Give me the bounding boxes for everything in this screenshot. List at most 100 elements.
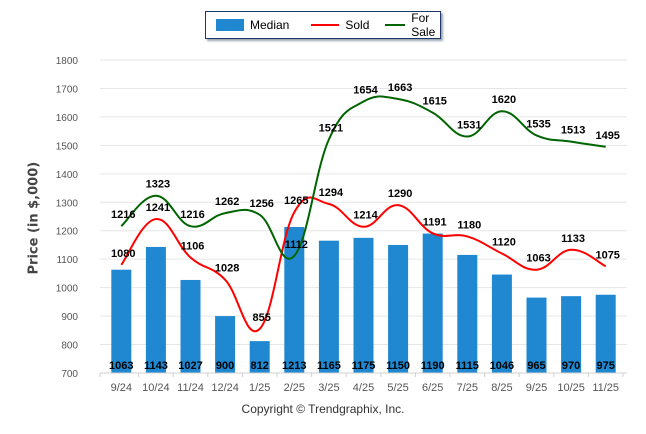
median-bar [422, 233, 443, 373]
for-sale-data-label: 1615 [422, 96, 446, 108]
sold-data-label: 1120 [492, 236, 516, 248]
for-sale-line [120, 95, 606, 260]
for-sale-data-label: 1216 [111, 209, 135, 221]
x-axis: 9/24 10/24 11/24 12/24 1/25 2/25 3/25 4/25 5/25 6… [99, 372, 627, 394]
for-sale-data-label: 1654 [353, 85, 378, 97]
median-bar [249, 341, 270, 373]
data-labels: 1063 1143 1027 900 812 1213 1165 1175 1150 1190 11… [109, 82, 620, 372]
sold-data-label: 1214 [353, 210, 378, 222]
median-bar [145, 246, 166, 373]
for-sale-data-label: 1323 [146, 179, 170, 191]
x-tick-label: 7/25 [457, 382, 478, 394]
median-bar [526, 297, 547, 373]
for-sale-data-label: 1620 [492, 94, 516, 106]
median-swatch [216, 19, 244, 31]
y-tick-label: 900 [61, 312, 78, 323]
y-tick-label: 800 [61, 341, 78, 352]
median-bar [111, 269, 132, 373]
x-tick-label: 8/25 [491, 382, 512, 394]
sold-data-label: 1294 [319, 187, 344, 199]
median-bar-label: 1143 [144, 360, 168, 372]
for-sale-data-label: 1216 [180, 209, 204, 221]
x-tick-label: 4/25 [353, 382, 374, 394]
x-tick-label: 9/24 [111, 382, 132, 394]
y-tick-label: 1500 [56, 141, 79, 152]
median-bar-label: 1190 [421, 360, 445, 372]
legend-item-sold: Sold [311, 18, 369, 32]
median-bar-label: 1046 [490, 360, 514, 372]
median-bar [353, 237, 374, 373]
sold-data-label: 1075 [595, 249, 619, 261]
x-tick-label: 6/25 [422, 382, 443, 394]
for-sale-data-label: 1495 [595, 130, 619, 142]
median-bar [457, 254, 478, 373]
sold-data-label: 855 [253, 312, 271, 324]
sold-data-label: 1191 [423, 216, 447, 228]
sold-data-label: 1265 [284, 195, 308, 207]
x-tick-label: 2/25 [284, 382, 305, 394]
median-bar-label: 1175 [352, 360, 376, 372]
y-tick-label: 1700 [56, 84, 79, 95]
legend-label-for-sale: For Sale [411, 11, 436, 39]
y-axis-label: Price (in $,000) [26, 161, 42, 275]
for-sale-data-label: 1663 [388, 82, 412, 94]
median-bar-label: 970 [562, 360, 580, 372]
sold-data-label: 1106 [181, 240, 205, 252]
y-tick-label: 700 [61, 369, 78, 380]
median-bar [491, 274, 512, 373]
x-tick-label: 11/24 [177, 382, 204, 394]
copyright-text: Copyright © Trendgraphix, Inc. [241, 402, 405, 416]
median-bar [215, 316, 236, 373]
x-tick-label: 5/25 [387, 382, 408, 394]
for-sale-data-label: 1521 [319, 122, 343, 134]
y-tick-label: 1600 [56, 113, 79, 124]
legend-label-median: Median [250, 18, 290, 32]
y-tick-label: 1000 [56, 284, 79, 295]
sold-data-label: 1028 [215, 263, 239, 275]
median-bar-label: 1150 [386, 360, 410, 372]
median-bar [318, 240, 339, 373]
x-tick-label: 11/25 [592, 382, 619, 394]
legend-item-for-sale: For Sale [385, 11, 443, 39]
for-sale-data-label: 1112 [285, 239, 308, 251]
median-bar [561, 296, 582, 373]
for-sale-data-label: 1531 [457, 120, 481, 132]
median-bar-label: 812 [251, 360, 269, 372]
median-bar-label: 1063 [109, 360, 133, 372]
sold-data-label: 1063 [526, 253, 550, 265]
median-bar-label: 1165 [317, 360, 341, 372]
sold-data-label: 1290 [388, 188, 412, 200]
median-bar [388, 244, 409, 373]
median-bar-label: 975 [597, 360, 615, 372]
sold-line [120, 196, 607, 333]
legend-item-median: Median [216, 18, 289, 32]
x-tick-label: 9/25 [526, 382, 547, 394]
legend-label-sold: Sold [345, 18, 370, 32]
y-tick-label: 1300 [56, 198, 79, 209]
series-lines [120, 95, 607, 333]
median-bar-label: 900 [216, 360, 234, 372]
for-sale-data-label: 1513 [561, 125, 585, 137]
sold-data-label: 1133 [561, 233, 585, 245]
x-tick-label: 12/24 [211, 382, 239, 394]
for-sale-data-label: 1256 [249, 198, 273, 210]
median-bar [595, 294, 616, 373]
for-sale-swatch [385, 24, 406, 26]
for-sale-data-label: 1535 [526, 118, 550, 130]
y-tick-label: 1100 [56, 255, 78, 266]
x-tick-label: 1/25 [249, 382, 270, 394]
x-tick-label: 10/24 [142, 382, 170, 394]
median-bar-label: 1115 [456, 360, 479, 372]
x-tick-label: 10/25 [557, 382, 585, 394]
median-bars [111, 227, 616, 373]
for-sale-data-label: 1262 [215, 196, 239, 208]
x-tick-label: 3/25 [318, 382, 339, 394]
y-tick-label: 1400 [56, 170, 79, 181]
y-axis-ticks: 700 800 900 1000 1100 1200 1300 1400 1500 1600 170… [56, 56, 79, 380]
sold-swatch [311, 24, 340, 26]
sold-data-label: 1241 [146, 202, 170, 214]
legend: Median Sold For Sale [205, 11, 441, 39]
y-tick-label: 1200 [56, 227, 79, 238]
median-bar-label: 965 [527, 360, 545, 372]
